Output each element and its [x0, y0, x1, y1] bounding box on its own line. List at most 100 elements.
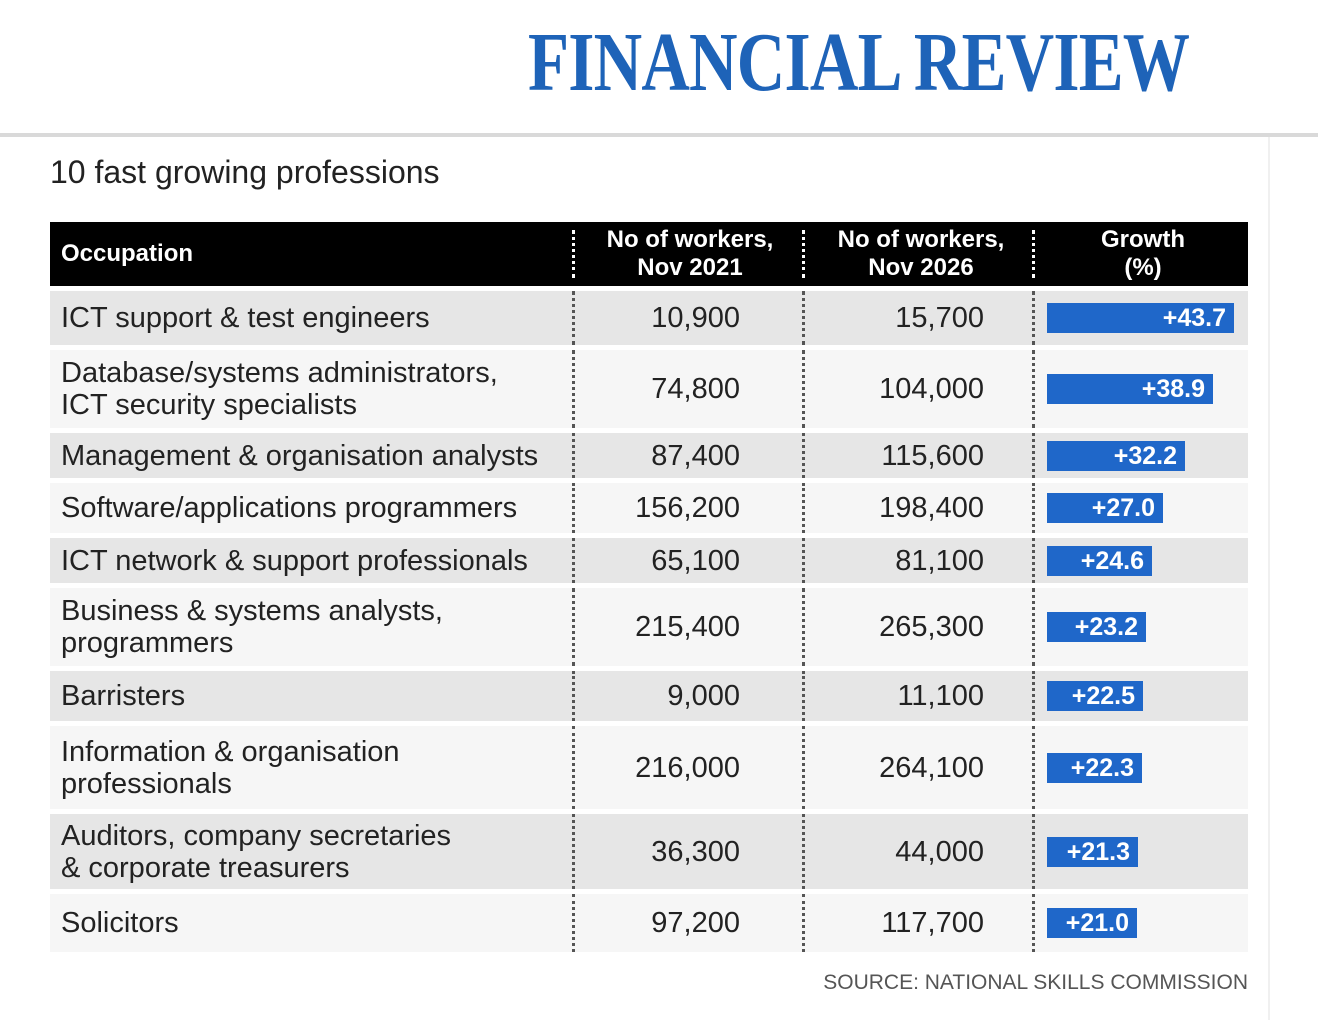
growth-bar: +43.7 [1047, 303, 1234, 333]
table-row: ICT support & test engineers 10,900 15,700… [50, 291, 1248, 345]
occupation-cell: Management & organisation analysts [61, 433, 573, 478]
column-divider [802, 538, 805, 583]
growth-bar: +22.3 [1047, 752, 1142, 783]
workers-2026-cell: 104,000 [879, 373, 984, 405]
occupation-cell: Database/systems administrators, ICT secu… [61, 350, 573, 428]
column-divider [802, 588, 805, 666]
workers-2021-cell: 65,100 [651, 544, 740, 577]
table-row: Barristers 9,000 11,100 +22.5 [50, 671, 1248, 721]
growth-cell: +23.2 [1047, 588, 1247, 666]
column-divider [802, 671, 805, 721]
header-workers-2026-line1: No of workers, [837, 226, 1005, 253]
column-divider [572, 350, 575, 428]
workers-2026-cell: 117,700 [881, 907, 984, 939]
workers-2026-cell: 264,100 [879, 751, 984, 784]
column-divider [1032, 671, 1035, 721]
column-divider [572, 726, 575, 809]
column-divider [802, 894, 805, 952]
workers-2021-cell: 97,200 [651, 907, 740, 939]
header-occupation: Occupation [61, 240, 194, 267]
occupation-label: Auditors, company secretaries [61, 819, 452, 852]
header-divider [1032, 230, 1035, 278]
header-workers-2026-line2: Nov 2026 [868, 254, 974, 281]
growth-bar: +38.9 [1047, 374, 1213, 404]
growth-cell: +27.0 [1047, 483, 1247, 533]
workers-2021-cell: 87,400 [651, 439, 740, 472]
growth-bar: +21.3 [1047, 836, 1138, 867]
growth-cell: +38.9 [1047, 350, 1247, 428]
table-row: Solicitors 97,200 117,700 +21.0 [50, 894, 1248, 952]
workers-2026-cell: 198,400 [879, 492, 984, 524]
professions-table: Occupation No of workers, Nov 2021 No of… [50, 222, 1248, 952]
column-divider [802, 433, 805, 478]
column-divider [572, 291, 575, 345]
table-row: Information & organisation professionals 2… [50, 726, 1248, 809]
column-divider [1032, 291, 1035, 345]
column-divider [1032, 894, 1035, 952]
occupation-label: Business & systems analysts, [61, 595, 443, 627]
masthead-divider [0, 133, 1318, 137]
growth-cell: +21.0 [1047, 894, 1247, 952]
column-divider [802, 291, 805, 345]
growth-cell: +32.2 [1047, 433, 1247, 478]
growth-cell: +24.6 [1047, 538, 1247, 583]
column-divider [572, 588, 575, 666]
growth-bar: +24.6 [1047, 545, 1152, 576]
workers-2021-cell: 156,200 [635, 492, 740, 524]
growth-cell: +22.5 [1047, 671, 1247, 721]
page-title: 10 fast growing professions [50, 154, 440, 190]
occupation-cell: ICT network & support professionals [61, 538, 573, 583]
occupation-label: programmers [61, 627, 234, 659]
workers-2026-cell: 15,700 [895, 302, 984, 334]
header-divider [572, 230, 575, 278]
occupation-label: ICT network & support professionals [61, 544, 528, 577]
header-growth: Growth (%) [1040, 222, 1246, 286]
column-divider [572, 814, 575, 889]
table-row: Database/systems administrators, ICT secu… [50, 350, 1248, 428]
column-divider [802, 350, 805, 428]
workers-2021-cell: 9,000 [667, 680, 740, 712]
column-divider [572, 671, 575, 721]
workers-2021-cell: 74,800 [651, 373, 740, 405]
masthead-logo[interactable]: FINANCIAL REVIEW [528, 16, 1190, 109]
column-divider [572, 894, 575, 952]
header-divider [802, 230, 805, 278]
column-divider [802, 726, 805, 809]
workers-2026-cell: 265,300 [879, 611, 984, 643]
table-row: Management & organisation analysts 87,400… [50, 433, 1248, 478]
header-growth-line2: (%) [1124, 254, 1162, 281]
column-divider [572, 433, 575, 478]
growth-bar: +22.5 [1047, 681, 1143, 711]
table-body: ICT support & test engineers 10,900 15,700… [50, 291, 1248, 952]
growth-bar: +21.0 [1047, 908, 1137, 938]
occupation-cell: ICT support & test engineers [61, 291, 573, 345]
table-row: ICT network & support professionals 65,10… [50, 538, 1248, 583]
occupation-cell: Solicitors [61, 894, 573, 952]
header-workers-2026: No of workers, Nov 2026 [810, 222, 1032, 286]
occupation-label: Database/systems administrators, [61, 357, 498, 389]
column-divider [802, 483, 805, 533]
column-divider [1032, 433, 1035, 478]
occupation-cell: Auditors, company secretaries & corporate… [61, 814, 573, 889]
growth-bar: +32.2 [1047, 440, 1185, 471]
occupation-label: Information & organisation [61, 735, 400, 768]
growth-cell: +43.7 [1047, 291, 1247, 345]
column-divider [1032, 538, 1035, 583]
header-growth-line1: Growth [1101, 226, 1185, 253]
occupation-label: & corporate treasurers [61, 851, 350, 884]
column-divider [572, 538, 575, 583]
workers-2026-cell: 115,600 [881, 439, 984, 472]
table-row: Auditors, company secretaries & corporate… [50, 814, 1248, 889]
growth-bar: +23.2 [1047, 612, 1146, 642]
workers-2026-cell: 81,100 [895, 544, 984, 577]
occupation-label: professionals [61, 767, 232, 800]
column-divider [1032, 814, 1035, 889]
table-header: Occupation No of workers, Nov 2021 No of… [50, 222, 1248, 286]
occupation-label: Solicitors [61, 907, 179, 939]
column-divider [1032, 588, 1035, 666]
table-row: Business & systems analysts, programmers 2… [50, 588, 1248, 666]
growth-bar: +27.0 [1047, 493, 1163, 523]
column-divider [572, 483, 575, 533]
occupation-label: Software/applications programmers [61, 492, 518, 524]
occupation-cell: Barristers [61, 671, 573, 721]
